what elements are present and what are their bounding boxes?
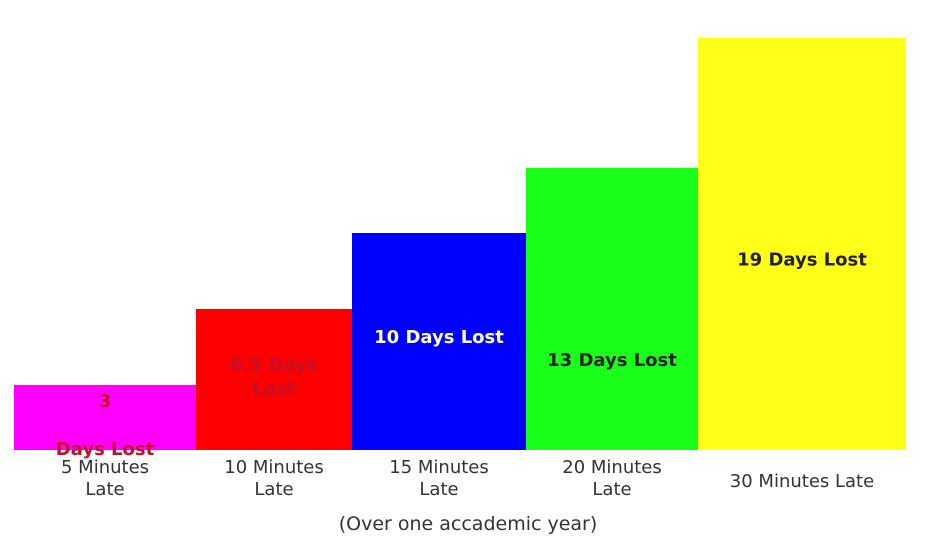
bar-label-3: 10 Days Lost [374,327,504,348]
bar-2 [196,308,352,450]
bar-label-2: 6.5 Days Lost [230,355,317,400]
bar-1 [14,384,196,450]
x-tick-label-5: 30 Minutes Late [730,471,874,492]
tick-labels-layer: 5 Minutes Late 10 Minutes Late 15 Minutes Lat… [61,457,874,500]
chart-footnote: (Over one accademic year) [339,513,598,535]
x-tick-label-1: 5 Minutes Late [61,457,149,500]
x-tick-label-2: 10 Minutes Late [224,457,323,500]
bar-label-1: 3 Days Lost [56,391,155,460]
bar-labels-layer: 3 Days Lost 6.5 Days Lost 10 Days Lost 13 Day… [56,250,867,460]
bars-layer [14,37,906,450]
x-tick-label-3: 15 Minutes Late [389,457,488,500]
x-tick-label-4: 20 Minutes Late [562,457,661,500]
bar-3 [352,233,526,450]
bar-label-5: 19 Days Lost [737,250,867,271]
bar-5 [698,37,906,450]
bar-label-4: 13 Days Lost [547,350,677,371]
bar-4 [526,167,698,450]
